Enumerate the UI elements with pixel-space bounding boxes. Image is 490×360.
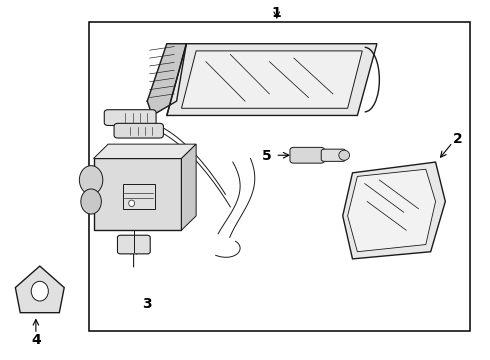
Text: 2: 2 [453, 132, 463, 146]
FancyBboxPatch shape [290, 147, 325, 163]
Text: 5: 5 [262, 149, 272, 163]
Bar [123, 184, 155, 209]
Polygon shape [15, 266, 64, 313]
Polygon shape [94, 144, 196, 158]
Ellipse shape [129, 200, 135, 207]
Polygon shape [147, 44, 186, 116]
Bar [94, 158, 181, 230]
Text: 4: 4 [31, 333, 41, 347]
Ellipse shape [339, 150, 349, 160]
Text: 3: 3 [143, 297, 152, 311]
Polygon shape [347, 169, 436, 252]
Polygon shape [343, 162, 445, 259]
Polygon shape [181, 51, 362, 108]
FancyBboxPatch shape [114, 123, 163, 138]
Ellipse shape [79, 166, 103, 194]
FancyBboxPatch shape [104, 110, 156, 126]
Polygon shape [181, 144, 196, 230]
Ellipse shape [31, 281, 49, 301]
Bar [89, 22, 470, 330]
Text: 1: 1 [272, 6, 282, 20]
FancyBboxPatch shape [321, 149, 345, 161]
Ellipse shape [81, 189, 101, 214]
FancyBboxPatch shape [118, 235, 150, 254]
Polygon shape [167, 44, 377, 116]
